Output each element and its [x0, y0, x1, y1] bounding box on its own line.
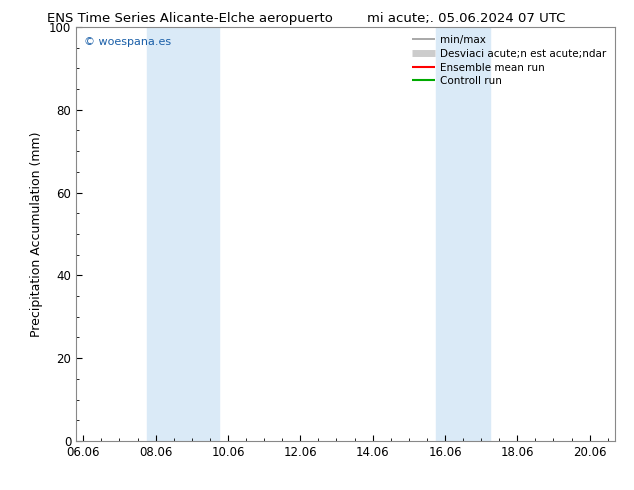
Bar — [436, 27, 490, 441]
Y-axis label: Precipitation Accumulation (mm): Precipitation Accumulation (mm) — [30, 131, 43, 337]
Text: mi acute;. 05.06.2024 07 UTC: mi acute;. 05.06.2024 07 UTC — [367, 12, 565, 25]
Legend: min/max, Desviaci acute;n est acute;ndar, Ensemble mean run, Controll run: min/max, Desviaci acute;n est acute;ndar… — [409, 32, 610, 89]
Bar — [146, 27, 219, 441]
Text: ENS Time Series Alicante-Elche aeropuerto: ENS Time Series Alicante-Elche aeropuert… — [48, 12, 333, 25]
Text: © woespana.es: © woespana.es — [84, 37, 171, 48]
